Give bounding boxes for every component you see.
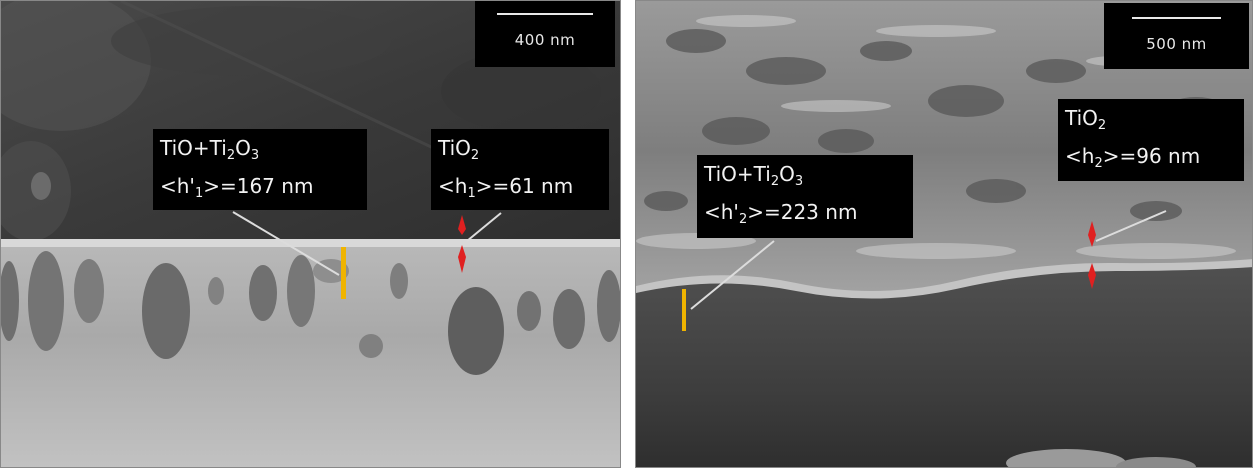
label-phase-name: TiO+Ti2O3 — [160, 136, 260, 163]
thickness-arrow-red-bottom — [1088, 263, 1096, 289]
scale-bar-label: 500 nm — [1146, 35, 1207, 53]
scale-bar: 500 nm — [1104, 3, 1249, 69]
scale-bar-label: 400 nm — [514, 31, 576, 49]
label-phase-name: TiO2 — [438, 136, 480, 163]
label-tio2: TiO2 <h1>=61 nm — [431, 129, 609, 210]
scale-bar-line — [497, 13, 593, 15]
label-thickness-value: <h1>=61 nm — [438, 174, 574, 201]
thickness-arrow-red-top — [458, 215, 466, 235]
scale-bar: 400 nm — [475, 1, 615, 67]
sem-panel-right: 500 nm TiO+Ti2O3 <h'2>=223 nm TiO2 <h2>=… — [635, 0, 1253, 468]
thickness-marker-yellow — [682, 289, 686, 331]
thickness-marker-yellow — [341, 247, 346, 299]
scale-bar-line — [1132, 17, 1221, 19]
thickness-arrow-red-top — [1088, 221, 1096, 247]
label-thickness-value: <h'1>=167 nm — [160, 174, 314, 201]
label-phase-name: TiO2 — [1065, 106, 1107, 133]
label-thickness-value: <h2>=96 nm — [1065, 144, 1201, 171]
label-tio-ti2o3: TiO+Ti2O3 <h'1>=167 nm — [153, 129, 367, 210]
label-tio-ti2o3: TiO+Ti2O3 <h'2>=223 nm — [697, 155, 913, 238]
label-tio2: TiO2 <h2>=96 nm — [1058, 99, 1244, 181]
thickness-arrow-red-bottom — [458, 245, 466, 273]
label-thickness-value: <h'2>=223 nm — [704, 200, 858, 227]
label-phase-name: TiO+Ti2O3 — [704, 162, 804, 189]
sem-image-left — [1, 1, 620, 467]
sem-panel-left: 400 nm TiO+Ti2O3 <h'1>=167 nm TiO2 <h1>=… — [0, 0, 621, 468]
